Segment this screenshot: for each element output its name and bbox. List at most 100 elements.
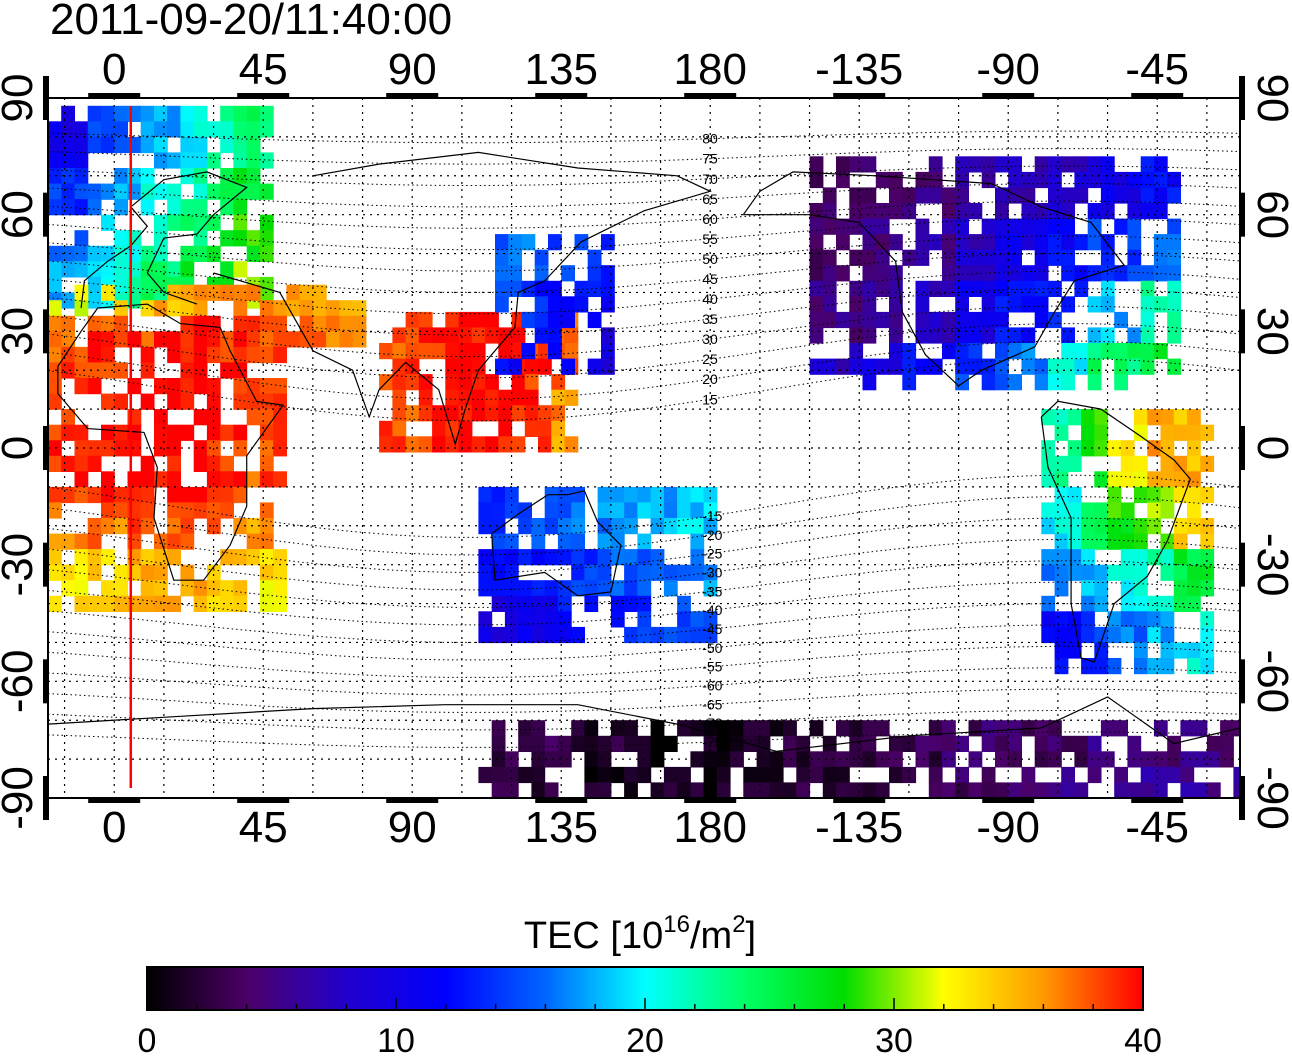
tec-cell [74, 362, 89, 379]
y-tick-right [1239, 426, 1245, 470]
geomagnetic-latitude-labels: 80 75 70 65 60 55 50 45 40 35 30 25 20 15 -15 -20 -25 -30… [702, 131, 722, 750]
tec-cell [650, 486, 665, 504]
geomag-lat-label: -55 [702, 659, 722, 675]
tec-cell [180, 362, 195, 379]
tec-cell [167, 424, 181, 441]
tec-cell [601, 296, 615, 313]
tec-cell [1206, 782, 1221, 798]
tec-cell [405, 436, 420, 453]
tec-cell [1180, 751, 1195, 768]
tec-cell [1021, 782, 1036, 798]
x-tick-label-top: -90 [976, 45, 1040, 94]
tec-cell [981, 156, 996, 173]
y-axis-right-labels: 90 60 30 0 -30 -60 -90 [1248, 74, 1292, 830]
tec-cell [928, 782, 943, 798]
tec-cell [485, 311, 499, 329]
tec-cell [1233, 782, 1240, 798]
tec-cell [1114, 343, 1128, 360]
tec-cell [1206, 751, 1221, 768]
tec-cell [968, 156, 983, 173]
x-tick-label-top: 0 [102, 45, 126, 94]
x-tick-top [684, 93, 737, 99]
tec-cell [478, 518, 493, 535]
tec-cell [587, 280, 602, 297]
tec-cell [233, 105, 248, 122]
y-tick-label-right: 0 [1248, 436, 1292, 460]
tec-cell [809, 766, 824, 784]
tec-cell [259, 564, 274, 581]
x-tick-bottom [1131, 797, 1184, 803]
tec-cell [220, 136, 234, 154]
tec-cell [48, 440, 62, 457]
tec-cell [551, 436, 566, 453]
tec-cell [995, 720, 1009, 737]
tec-cell [1054, 518, 1069, 535]
tec-cell [1120, 564, 1135, 581]
tec-cell [1100, 156, 1115, 173]
y-tick-right [1239, 659, 1245, 704]
geomag-lat-label: -45 [702, 621, 722, 637]
tec-cell [246, 315, 261, 332]
tec-cell [491, 751, 506, 768]
tec-cell [862, 265, 877, 282]
tec-cell [114, 276, 128, 294]
tec-cell [955, 280, 969, 297]
tec-cell [548, 280, 562, 297]
geomag-lat-label: 60 [702, 211, 718, 227]
geomag-line [48, 235, 1240, 272]
tec-cell [259, 331, 274, 348]
tec-cell [1134, 580, 1148, 597]
tec-cell [531, 782, 546, 798]
tec-cell [1120, 455, 1135, 472]
tec-cell [140, 121, 155, 138]
tec-cell [1074, 735, 1089, 752]
tec-cell [445, 420, 460, 437]
tec-cell [193, 455, 208, 472]
tec-cell [703, 611, 718, 628]
tec-cell [995, 218, 1009, 235]
tec-cell [405, 327, 420, 344]
tec-cell [1048, 187, 1062, 204]
tec-cell [730, 720, 744, 737]
tec-cell [663, 580, 678, 597]
tec-cell [101, 136, 115, 154]
tec-cell [1153, 343, 1168, 360]
tec-cell [1140, 766, 1155, 784]
tec-cell [1114, 766, 1128, 784]
tec-cell [1134, 471, 1148, 488]
tec-cell [1173, 409, 1188, 426]
tec-cell [508, 358, 522, 375]
tec-cell [233, 393, 248, 410]
tec-cell [154, 533, 168, 550]
tec-cell [1153, 171, 1168, 189]
tec-cell [154, 105, 168, 122]
tec-cell [1173, 533, 1188, 550]
tec-cell [571, 549, 585, 566]
tec-cell [968, 343, 983, 360]
tec-cell [87, 455, 102, 472]
tec-cell [1147, 611, 1162, 628]
tec-cell [87, 292, 102, 309]
tec-cell [1008, 265, 1022, 282]
tec-cell [743, 720, 758, 737]
tec-cell [1173, 486, 1188, 504]
tec-cell [491, 549, 506, 566]
tec-cell [1127, 187, 1142, 204]
tec-cell [587, 265, 602, 282]
tec-cell [432, 405, 446, 422]
tec-cell [822, 249, 837, 266]
tec-cell [561, 296, 575, 313]
tec-cell [259, 580, 274, 597]
tec-cell [1200, 486, 1215, 504]
tec-cell [1140, 343, 1155, 360]
tec-cell [233, 486, 248, 504]
tec-cell [995, 265, 1009, 282]
tec-cell [1048, 720, 1062, 737]
geomag-lat-label: 75 [702, 151, 718, 167]
tec-cell [1067, 642, 1082, 659]
tec-cell [48, 549, 62, 566]
tec-cell [1034, 374, 1049, 391]
tec-cell [1008, 280, 1022, 297]
tec-cell [1087, 234, 1102, 251]
tec-cell [538, 405, 552, 422]
